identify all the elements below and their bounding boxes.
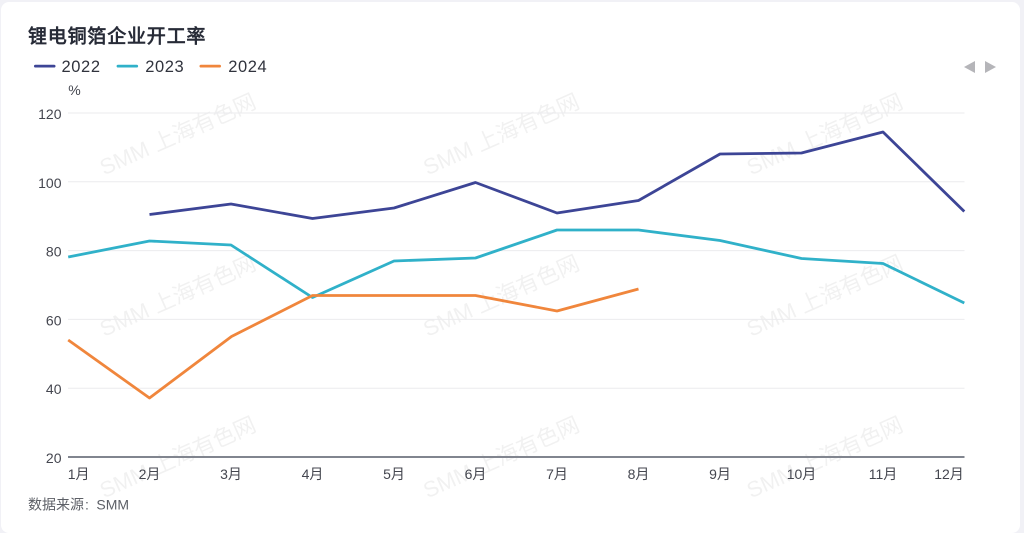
svg-text:数据来源:SMM: 数据来源: SMM <box>28 497 129 513</box>
svg-text:2月: 2月 <box>139 466 161 482</box>
svg-text:SMM 上海有色网: SMM 上海有色网 <box>96 89 260 180</box>
svg-text:40: 40 <box>46 381 62 397</box>
svg-text:11月: 11月 <box>869 466 898 482</box>
svg-text:9月: 9月 <box>709 466 731 482</box>
svg-text:100: 100 <box>38 175 62 191</box>
svg-text:2022: 2022 <box>62 58 101 76</box>
svg-text:SMM 上海有色网: SMM 上海有色网 <box>743 89 907 180</box>
svg-text:3月: 3月 <box>220 466 242 482</box>
svg-text:SMM 上海有色网: SMM 上海有色网 <box>96 250 260 341</box>
svg-text:120: 120 <box>38 106 62 122</box>
svg-text:锂电铜箔企业开工率: 锂电铜箔企业开工率 <box>28 24 206 47</box>
svg-text:7月: 7月 <box>546 466 568 482</box>
svg-text:60: 60 <box>46 312 62 328</box>
svg-text:8月: 8月 <box>628 466 650 482</box>
svg-text:12月: 12月 <box>934 466 964 482</box>
svg-text:4月: 4月 <box>302 466 324 482</box>
svg-text:1月: 1月 <box>68 466 90 482</box>
svg-text:2024: 2024 <box>228 58 267 76</box>
svg-text:6月: 6月 <box>465 466 487 482</box>
svg-text:20: 20 <box>46 450 62 466</box>
svg-text:80: 80 <box>46 244 62 260</box>
svg-text:10月: 10月 <box>787 466 817 482</box>
svg-text:2023: 2023 <box>145 58 184 76</box>
svg-text:5月: 5月 <box>383 466 405 482</box>
svg-text:SMM 上海有色网: SMM 上海有色网 <box>419 89 583 180</box>
svg-text:%: % <box>68 82 80 98</box>
